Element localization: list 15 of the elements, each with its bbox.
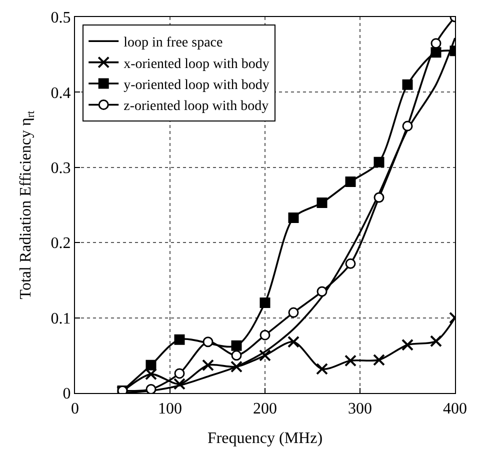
x-tick-label: 200	[253, 400, 277, 418]
x-tick-label: 300	[348, 400, 372, 418]
legend-label: x-oriented loop with body	[124, 56, 270, 72]
y-tick-label: 0	[62, 386, 71, 403]
y-tick-label: 0.3	[50, 160, 71, 177]
legend-label: z-oriented loop with body	[124, 99, 269, 114]
y-tick-label: 0.2	[50, 235, 71, 252]
x-tick-label: 100	[158, 400, 182, 418]
legend-label: y-oriented loop with body	[124, 78, 270, 93]
x-tick-label: 400	[443, 400, 467, 418]
legend-label: loop in free space	[124, 36, 223, 51]
y-tick-label: 0.1	[50, 310, 71, 328]
y-tick-label: 0.5	[50, 10, 71, 27]
x-axis-title: Frequency (MHz)	[207, 430, 323, 447]
y-tick-label: 0.4	[50, 84, 71, 102]
